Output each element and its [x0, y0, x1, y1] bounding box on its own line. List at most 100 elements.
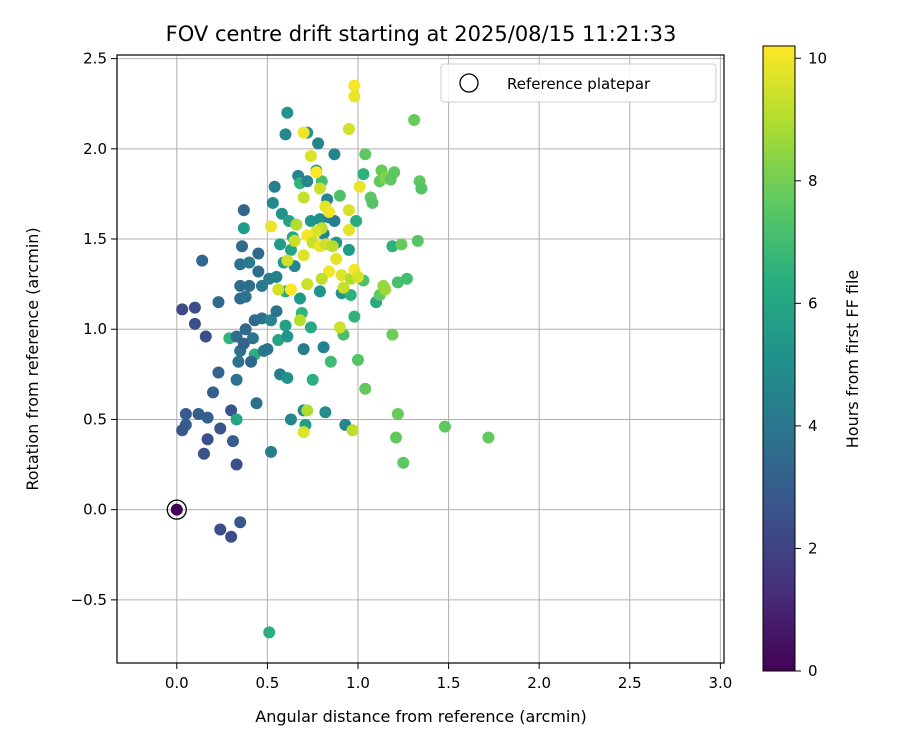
scatter-point [214, 422, 227, 435]
scatter-point [272, 334, 285, 347]
scatter-point [391, 276, 404, 289]
scatter-point [237, 337, 250, 350]
scatter-point [301, 404, 314, 417]
scatter-point [310, 166, 323, 179]
scatter-point [236, 240, 249, 253]
scatter-point [207, 386, 220, 399]
scatter-point [397, 456, 410, 469]
scatter-point [366, 196, 379, 209]
legend-marker [459, 73, 479, 93]
scatter-point [351, 270, 364, 283]
scatter-point [281, 330, 294, 343]
scatter-point [237, 222, 250, 235]
scatter-point [288, 234, 301, 247]
colorbar-tick-label: 10 [808, 49, 827, 67]
scatter-point [281, 371, 294, 384]
scatter-point [386, 240, 399, 253]
scatter-point [322, 205, 335, 218]
scatter-point [284, 243, 297, 256]
y-axis-label: Rotation from reference (arcmin) [23, 227, 42, 490]
scatter-point [234, 279, 247, 292]
x-axis-label: Angular distance from reference (arcmin) [255, 707, 586, 726]
y-tick-label: 0.5 [83, 410, 107, 428]
scatter-point [212, 296, 225, 309]
scatter-point [265, 445, 278, 458]
scatter-point [337, 281, 350, 294]
scatter-point [270, 305, 283, 318]
scatter-point [301, 278, 314, 291]
legend-box [440, 63, 717, 103]
reference-point [170, 503, 183, 516]
scatter-point [482, 431, 495, 444]
scatter-point [313, 182, 326, 195]
scatter-point [348, 310, 361, 323]
y-axis-ticks: −0.5 0.0 0.5 1.0 1.5 2.0 2.5 [71, 50, 117, 609]
scatter-points [166, 79, 495, 639]
scatter-point [261, 343, 274, 356]
scatter-point [333, 189, 346, 202]
scatter-point [201, 433, 214, 446]
scatter-point [353, 180, 366, 193]
scatter-point [411, 234, 424, 247]
scatter-point [197, 447, 210, 460]
scatter-point [348, 79, 361, 92]
x-tick-label: 0.0 [165, 674, 189, 692]
scatter-point [310, 225, 323, 238]
x-tick-label: 2.0 [527, 674, 551, 692]
scatter-point [188, 317, 201, 330]
scatter-point [274, 238, 287, 251]
scatter-point [333, 321, 346, 334]
scatter-point [395, 238, 408, 251]
scatter-point [252, 265, 265, 278]
scatter-point [312, 137, 325, 150]
y-tick-label: −0.5 [71, 591, 107, 609]
scatter-point [317, 341, 330, 354]
scatter-point [324, 355, 337, 368]
x-tick-label: 2.5 [618, 674, 642, 692]
x-tick-label: 1.5 [437, 674, 461, 692]
scatter-point [377, 279, 390, 292]
y-tick-label: 2.5 [83, 50, 107, 68]
y-tick-label: 2.0 [83, 140, 107, 158]
colorbar-tick-label: 2 [808, 539, 818, 557]
scatter-point [237, 204, 250, 217]
scatter-point [328, 148, 341, 161]
y-tick-label: 1.5 [83, 230, 107, 248]
scatter-point [225, 530, 238, 543]
scatter-point [408, 113, 421, 126]
scatter-point [297, 126, 310, 139]
chart-title: FOV centre drift starting at 2025/08/15 … [166, 22, 677, 46]
scatter-point [225, 404, 238, 417]
colorbar: 0 2 4 6 8 10 Hours from first FF file [762, 45, 862, 680]
scatter-point [335, 269, 348, 282]
scatter-point [279, 319, 292, 332]
scatter-point [232, 355, 245, 368]
scatter-point [304, 214, 317, 227]
scatter-point [192, 408, 205, 421]
scatter-point [400, 272, 413, 285]
scatter-point [279, 128, 292, 141]
colorbar-tick-label: 6 [808, 294, 818, 312]
scatter-point [243, 256, 256, 269]
legend: Reference platepar [440, 63, 717, 103]
scatter-point [386, 328, 399, 341]
scatter-point [234, 258, 247, 271]
scatter-point [212, 366, 225, 379]
colorbar-label: Hours from first FF file [843, 270, 862, 449]
scatter-point [265, 314, 278, 327]
plot-area: 0.0 0.5 1.0 1.5 2.0 2.5 3.0 −0.5 0.0 0.5 1.0 1.5 2.… [71, 50, 733, 692]
scatter-point [239, 290, 252, 303]
colorbar-tick-label: 0 [808, 662, 818, 680]
colorbar-ticks: 0 2 4 6 8 10 [795, 49, 827, 680]
scatter-point [281, 254, 294, 267]
scatter-point [330, 252, 343, 265]
scatter-point [306, 373, 319, 386]
scatter-point [226, 435, 239, 448]
scatter-point [230, 458, 243, 471]
scatter-point [351, 353, 364, 366]
scatter-point [179, 408, 192, 421]
scatter-point [326, 240, 339, 253]
scatter-point [342, 122, 355, 135]
colorbar-tick-label: 4 [808, 417, 818, 435]
